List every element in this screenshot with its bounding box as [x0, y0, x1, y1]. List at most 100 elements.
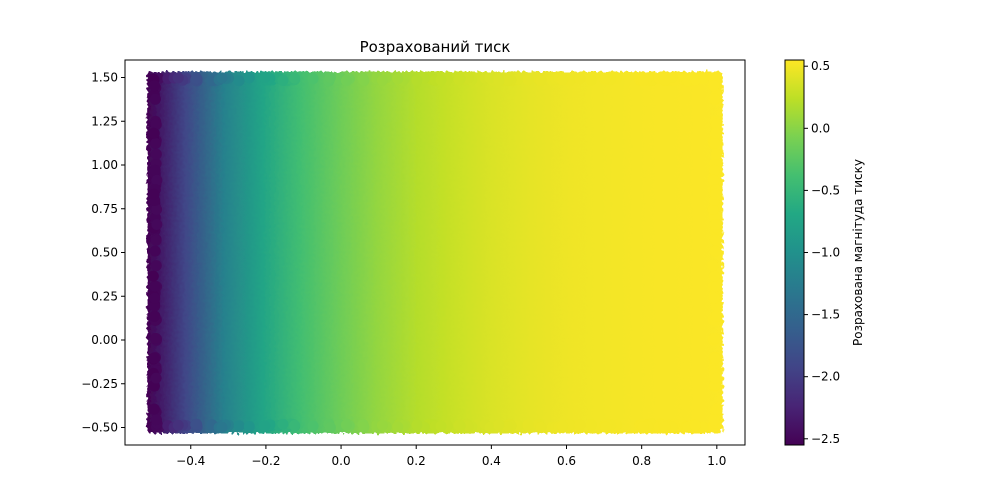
scatter-point — [411, 419, 423, 431]
x-tick-label: 0.8 — [632, 454, 651, 468]
y-tick-label: 0.50 — [91, 246, 118, 260]
scatter-point — [709, 137, 721, 149]
scatter-point — [557, 74, 569, 86]
scatter-point — [324, 421, 336, 433]
colorbar-tick-label: −2.0 — [811, 370, 840, 384]
scatter-point — [376, 74, 388, 86]
scatter-point — [340, 419, 352, 431]
scatter-point — [392, 73, 404, 85]
scatter-point — [149, 332, 161, 344]
scatter-point — [148, 403, 160, 415]
scatter-point — [307, 420, 319, 432]
scatter-point — [710, 372, 722, 384]
scatter-point — [149, 300, 161, 312]
y-tick-label: 1.00 — [91, 158, 118, 172]
scatter-point — [277, 74, 289, 86]
scatter-point — [149, 164, 161, 176]
scatter-point — [708, 174, 720, 186]
y-tick-label: 0.00 — [91, 333, 118, 347]
scatter-point — [289, 72, 301, 84]
colorbar-tick-label: −2.5 — [811, 432, 840, 446]
colorbar-tick-label: −1.5 — [811, 308, 840, 322]
scatter-point — [462, 72, 474, 84]
scatter-point — [150, 234, 162, 246]
scatter-point — [708, 93, 720, 105]
scatter-point — [710, 280, 722, 292]
colorbar-label: Розрахована магнітуда тиску — [851, 159, 865, 346]
colorbar-scale — [784, 59, 805, 446]
scatter-point — [148, 352, 160, 364]
y-tick-label: 0.75 — [91, 202, 118, 216]
colorbar-ticks: 0.5 0.0 −0.5 −1.0 −1.5 −2.0 −2.5 — [804, 59, 840, 446]
scatter-point — [709, 270, 721, 282]
scatter-point — [454, 73, 466, 85]
scatter-point — [243, 72, 255, 84]
scatter-point — [493, 419, 505, 431]
scatter-point — [259, 420, 271, 432]
scatter-point — [689, 74, 701, 86]
y-axis: −0.50 −0.25 0.00 0.25 0.50 0.75 1.00 1.25 1.50 — [81, 71, 125, 435]
scatter-point — [535, 75, 547, 87]
scatter-point — [637, 75, 649, 87]
x-tick-label: 0.2 — [407, 454, 426, 468]
scatter-point — [709, 245, 721, 257]
scatter-point — [148, 188, 160, 200]
scatter-point — [340, 75, 352, 87]
scatter-point — [358, 421, 370, 433]
scatter-point — [708, 80, 720, 92]
scatter-point — [150, 414, 162, 426]
scatter-point — [324, 72, 336, 84]
scatter-point — [462, 420, 474, 432]
scatter-point — [149, 245, 161, 257]
x-tick-label: −0.2 — [251, 454, 280, 468]
scatter-point — [493, 75, 505, 87]
scatter-point — [659, 75, 671, 87]
scatter-point — [710, 188, 722, 200]
scatter-point — [150, 260, 162, 272]
scatter-point — [710, 118, 722, 130]
scatter-point — [522, 419, 534, 431]
scatter-point — [307, 73, 319, 85]
y-tick-label: −0.50 — [81, 421, 118, 435]
scatter-point — [535, 421, 547, 433]
colorbar: 0.5 0.0 −0.5 −1.0 −1.5 −2.0 −2.5 Розрахована м… — [784, 59, 865, 446]
y-tick-label: 1.50 — [91, 71, 118, 85]
x-tick-label: −0.4 — [176, 454, 205, 468]
y-tick-label: 1.25 — [91, 114, 118, 128]
scatter-point — [150, 148, 162, 160]
scatter-point — [216, 421, 228, 433]
scatter-point — [392, 421, 404, 433]
scatter-point — [707, 203, 719, 215]
scatter-point — [148, 80, 160, 92]
scatter-point — [710, 127, 722, 139]
scatter-point — [557, 420, 569, 432]
scatter-point — [216, 72, 228, 84]
chart-title: Розрахований тиск — [360, 38, 511, 56]
scatter-point — [172, 419, 184, 431]
x-tick-label: 1.0 — [707, 454, 726, 468]
scatter-point — [708, 292, 720, 304]
scatter-point — [259, 72, 271, 84]
scatter-point — [191, 418, 203, 430]
scatter-point — [454, 420, 466, 432]
scatter-point — [151, 219, 163, 231]
scatter-point — [484, 421, 496, 433]
scatter-point — [585, 74, 597, 86]
scatter-point — [435, 420, 447, 432]
scatter-point — [411, 74, 423, 86]
scatter-point — [277, 418, 289, 430]
scatter-points — [147, 72, 723, 433]
scatter-point — [710, 148, 722, 160]
y-tick-label: −0.25 — [81, 377, 118, 391]
scatter-point — [502, 74, 514, 86]
colorbar-tick-label: 0.5 — [811, 59, 830, 73]
scatter-point — [689, 419, 701, 431]
scatter-point — [484, 72, 496, 84]
scatter-point — [710, 219, 722, 231]
scatter-point — [150, 118, 162, 130]
scatter-point — [709, 352, 721, 364]
scatter-point — [585, 419, 597, 431]
scatter-point — [574, 419, 586, 431]
colorbar-tick-label: 0.0 — [811, 121, 830, 135]
scatter-point — [149, 280, 161, 292]
